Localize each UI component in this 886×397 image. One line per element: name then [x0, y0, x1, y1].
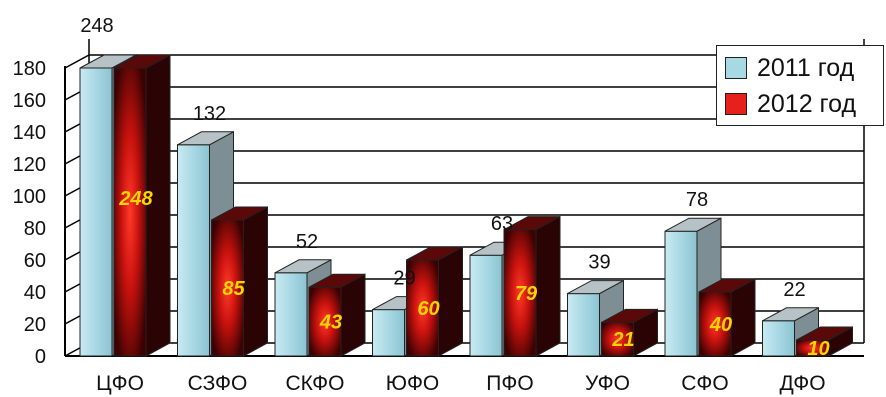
data-label-2012: 79: [515, 283, 538, 305]
bar-2011-top: [567, 280, 624, 295]
legend-item-2011: 2011 год: [725, 52, 854, 84]
data-label-2012: 43: [319, 312, 342, 334]
data-label-2012: 85: [222, 278, 245, 300]
bar-2012-front: [211, 219, 244, 357]
legend-swatch-2011: [725, 57, 747, 79]
legend-item-2012: 2012 год: [725, 88, 856, 120]
chart-bars: [79, 54, 853, 357]
bar-2012-side: [438, 246, 463, 357]
data-label-2011: 52: [296, 231, 318, 253]
bar-2012-side: [340, 273, 366, 357]
y-tick-label: 20: [24, 314, 46, 336]
data-label-2012: 21: [611, 329, 634, 351]
x-tick-label: ЮФО: [386, 372, 440, 395]
bar-2011-front: [177, 144, 210, 357]
legend-swatch-2012: [725, 93, 747, 115]
bar-2011-top: [177, 131, 234, 146]
bar-2012: [308, 273, 366, 357]
y-tick-label: 160: [13, 90, 46, 112]
data-label-2011: 22: [783, 279, 805, 301]
data-label-2012: 10: [807, 338, 829, 360]
data-label-2011: 248: [80, 15, 113, 37]
x-tick-label: ЦФО: [96, 372, 144, 395]
bar-2012-front: [113, 67, 147, 357]
chart-legend: 2011 год 2012 год: [716, 45, 884, 126]
bar-2011-top: [664, 217, 722, 232]
data-label-2011: 78: [686, 189, 708, 211]
bar-2012-side: [243, 206, 268, 357]
x-tick-label: СКФО: [286, 372, 345, 395]
gridline-depth: [64, 54, 90, 69]
y-tick-label: 80: [24, 218, 46, 240]
data-label-2011: 29: [393, 268, 415, 290]
bar-2011-front: [567, 293, 600, 357]
bar-2012: [503, 215, 561, 357]
x-tick-label: ДФО: [779, 372, 825, 395]
y-tick-label: 100: [13, 186, 46, 208]
x-tick-label: УФО: [585, 372, 630, 395]
bar-2011-top: [762, 307, 819, 322]
bar-2011-front: [274, 272, 308, 357]
data-label-2011: 63: [491, 213, 513, 235]
bar-2012-top: [308, 273, 366, 288]
bar-2012: [601, 308, 658, 357]
y-tick-label: 140: [13, 122, 46, 144]
data-label-2012: 248: [118, 188, 153, 210]
y-tick-label: 60: [24, 250, 46, 272]
y-tick-label: 0: [35, 346, 46, 368]
legend-label-2012: 2012 год: [757, 89, 857, 118]
bar-2012-top: [211, 206, 268, 221]
bar-2012-front: [698, 291, 732, 357]
bar-2011-front: [372, 309, 405, 357]
bar-2012-top: [796, 326, 853, 341]
x-tick-label: ПФО: [486, 372, 533, 395]
x-tick-label: СЗФО: [188, 372, 248, 395]
bar-2012-top: [601, 308, 658, 323]
bar-2012-front: [503, 229, 537, 357]
data-label-2011: 132: [193, 103, 226, 125]
x-tick-label: СФО: [681, 372, 728, 395]
y-tick-label: 180: [13, 58, 46, 80]
bar-2011-front: [664, 230, 698, 357]
bar-2011-front: [762, 320, 795, 357]
data-label-2012: 40: [709, 314, 732, 336]
bar-2011: [762, 306, 819, 357]
bar-2012-front: [308, 286, 342, 357]
data-label-2011: 39: [588, 252, 610, 274]
bar-2012: [211, 206, 268, 357]
bar-2012: [796, 326, 853, 357]
bar-2012-side: [535, 215, 561, 357]
bar-2012-top: [503, 216, 561, 231]
bar-2012: [698, 278, 756, 357]
bar-2012: [406, 246, 463, 357]
bar-2011-front: [469, 254, 503, 357]
bar-2012-top: [113, 54, 171, 69]
bar-2012-front: [601, 321, 634, 357]
y-tick-label: 40: [24, 282, 46, 304]
y-tick-label: 120: [13, 154, 46, 176]
bar-2012-top: [406, 246, 463, 261]
bar-2011-top: [79, 54, 137, 69]
data-label-2012: 60: [417, 298, 439, 320]
bar-2012: [113, 54, 171, 357]
bar-2012-top: [698, 278, 756, 293]
bar-2011-top: [274, 259, 332, 274]
legend-label-2011: 2011 год: [757, 53, 855, 82]
bar-2011-front: [79, 67, 113, 357]
